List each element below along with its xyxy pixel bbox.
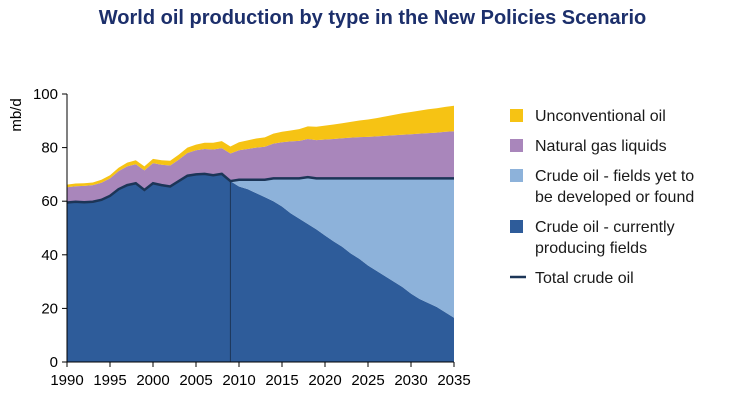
axes: 0 20 40 60 80 100 1990 1995 2000 2005 2010 2015 2020… [33, 86, 471, 389]
x-tick-label: 2015 [265, 372, 298, 389]
total-crude-oil-line [66, 172, 454, 204]
y-tick-label: 100 [33, 86, 58, 103]
x-tick-label: 1995 [93, 372, 126, 389]
y-axis-label: mb/d [8, 98, 25, 131]
x-tick-label: 2035 [437, 372, 470, 389]
x-tick-label: 2000 [136, 372, 169, 389]
total-crude-line-layer [66, 172, 454, 204]
area-series-1 [67, 173, 454, 318]
area-layers [67, 105, 454, 362]
legend-label: Natural gas liquids [535, 138, 667, 155]
y-tick-label: 80 [41, 140, 58, 157]
y-tick-label: 0 [50, 354, 58, 371]
legend-swatch [510, 109, 523, 122]
y-tick-label: 40 [41, 247, 58, 264]
legend: Unconventional oil Natural gas liquids Cru… [510, 108, 694, 287]
x-tick-label: 2025 [351, 372, 384, 389]
legend-label: Crude oil - currently producing fields [535, 219, 675, 257]
x-tick-label: 2020 [308, 372, 341, 389]
legend-swatch [510, 169, 523, 182]
x-tick-label: 1990 [50, 372, 83, 389]
y-tick-label: 20 [41, 300, 58, 317]
chart-title: World oil production by type in the New … [98, 7, 647, 29]
x-tick-label: 2010 [222, 372, 255, 389]
area-series-3 [67, 105, 454, 188]
area-series-0 [67, 173, 454, 362]
legend-label: Total crude oil [535, 270, 634, 287]
legend-swatch [510, 220, 523, 233]
x-tick-label: 2030 [394, 372, 427, 389]
legend-label: Unconventional oil [535, 108, 666, 125]
legend-label: Crude oil - fields yet to be developed or… [535, 168, 694, 206]
legend-swatch [510, 139, 523, 152]
y-tick-label: 60 [41, 193, 58, 210]
x-tick-label: 2005 [179, 372, 212, 389]
